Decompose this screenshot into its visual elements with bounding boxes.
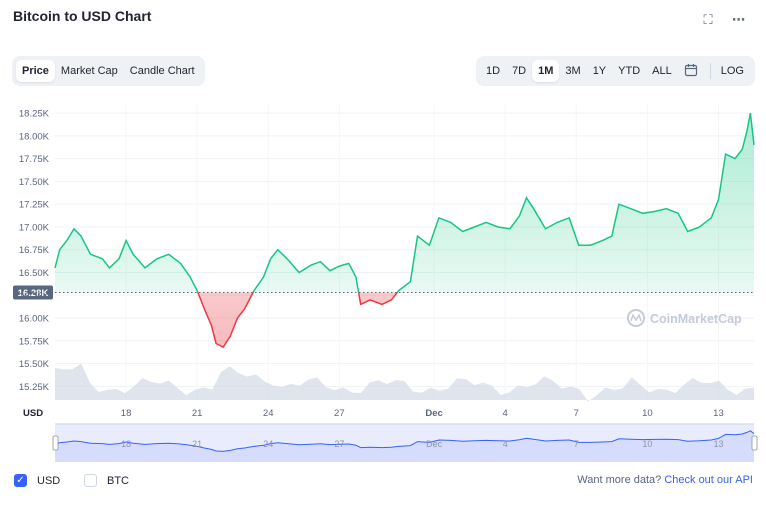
volume-bars bbox=[55, 363, 754, 402]
tab-price[interactable]: Price bbox=[16, 60, 55, 82]
x-tick-label: 7 bbox=[574, 408, 579, 419]
legend-usd[interactable]: ✓ USD bbox=[14, 474, 60, 487]
more-options-icon[interactable]: ⋯ bbox=[732, 12, 746, 27]
navigator-tick-label: 27 bbox=[334, 439, 344, 449]
y-axis: 18.25K 18.00K 17.75K 17.50K 17.25K 17.00K 16.7… bbox=[19, 109, 50, 393]
navigator-tick-label: 4 bbox=[503, 439, 508, 449]
range-3m[interactable]: 3M bbox=[565, 65, 581, 77]
x-tick-label: 21 bbox=[192, 408, 203, 419]
navigator-handle[interactable] bbox=[52, 435, 59, 451]
view-tabs: Price Market Cap Candle Chart bbox=[12, 56, 205, 86]
currency-axis-label: USD bbox=[23, 408, 43, 419]
navigator-tick-label: 18 bbox=[121, 439, 131, 449]
tab-candle-chart[interactable]: Candle Chart bbox=[129, 65, 195, 77]
x-tick-label: 18 bbox=[121, 408, 132, 419]
btc-checkbox[interactable] bbox=[84, 474, 97, 487]
x-tick-label: 4 bbox=[503, 408, 508, 419]
calendar-icon[interactable] bbox=[684, 63, 700, 79]
navigator-handle[interactable] bbox=[751, 435, 758, 451]
range-7d[interactable]: 7D bbox=[512, 65, 527, 77]
navigator-tick-label: 10 bbox=[642, 439, 652, 449]
coinmarketcap-logo-mark bbox=[630, 313, 642, 322]
api-promo: Want more data? Check out our API bbox=[577, 474, 753, 486]
page-title: Bitcoin to USD Chart bbox=[13, 8, 152, 24]
y-tick-label: 17.25K bbox=[19, 200, 50, 211]
y-tick-label: 16.00K bbox=[19, 314, 50, 325]
coinmarketcap-logo-icon bbox=[627, 309, 645, 327]
y-tick-label: 18.25K bbox=[19, 109, 50, 120]
y-tick-label: 16.25K bbox=[19, 291, 50, 302]
price-area bbox=[55, 113, 754, 348]
usd-label: USD bbox=[37, 474, 61, 487]
x-tick-label: 27 bbox=[334, 408, 345, 419]
legend-btc[interactable]: BTC bbox=[84, 474, 129, 487]
y-tick-label: 15.75K bbox=[19, 336, 50, 347]
log-toggle[interactable]: LOG bbox=[720, 65, 744, 77]
y-tick-label: 16.75K bbox=[19, 245, 50, 256]
y-tick-label: 18.00K bbox=[19, 131, 50, 142]
x-tick-label: 24 bbox=[263, 408, 274, 419]
y-tick-label: 16.50K bbox=[19, 268, 50, 279]
navigator-line bbox=[54, 430, 755, 452]
watermark: CoinMarketCap bbox=[627, 309, 742, 327]
range-tabs: 1D 7D 1M 3M 1Y YTD ALL LOG bbox=[476, 56, 755, 86]
reference-label: 16.28K bbox=[18, 288, 49, 299]
watermark-text: CoinMarketCap bbox=[650, 312, 742, 326]
y-tick-label: 17.75K bbox=[19, 154, 50, 165]
tab-market-cap[interactable]: Market Cap bbox=[60, 65, 118, 77]
reference-line: 16.28K bbox=[13, 285, 754, 300]
x-axis: USD 18 21 24 27 Dec 4 7 10 13 bbox=[23, 408, 724, 419]
volume-area bbox=[55, 363, 754, 402]
area-down bbox=[197, 292, 398, 348]
divider bbox=[709, 63, 711, 79]
price-line bbox=[54, 112, 755, 349]
reference-badge bbox=[13, 285, 53, 300]
y-tick-label: 17.00K bbox=[19, 222, 50, 233]
api-promo-text: Want more data? bbox=[577, 474, 662, 486]
area-up bbox=[55, 113, 754, 293]
navigator-tick-label: 7 bbox=[574, 439, 579, 449]
navigator-tick-label: 24 bbox=[263, 439, 273, 449]
price-chart[interactable]: 16.28K 18.25K 18.00K 17.75K 17.50K 17.25K 17.… bbox=[0, 100, 766, 468]
range-1y[interactable]: 1Y bbox=[592, 65, 607, 77]
range-navigator[interactable]: 18 21 24 27 Dec 4 7 10 13 bbox=[52, 423, 758, 462]
range-1d[interactable]: 1D bbox=[486, 65, 501, 77]
range-1m[interactable]: 1M bbox=[532, 60, 560, 82]
navigator-tick-label: 13 bbox=[713, 439, 723, 449]
range-all[interactable]: ALL bbox=[652, 65, 672, 77]
y-tick-label: 15.50K bbox=[19, 359, 50, 370]
btc-label: BTC bbox=[107, 474, 129, 487]
price-line-down bbox=[197, 292, 399, 349]
y-tick-label: 17.50K bbox=[19, 177, 50, 188]
x-tick-label: 10 bbox=[642, 408, 653, 419]
api-link[interactable]: Check out our API bbox=[664, 474, 753, 486]
x-tick-label: Dec bbox=[425, 408, 442, 419]
navigator-tick-label: 21 bbox=[192, 439, 202, 449]
fullscreen-icon[interactable]: ⛶ bbox=[703, 12, 713, 27]
y-tick-label: 15.25K bbox=[19, 382, 50, 393]
x-tick-label: 13 bbox=[713, 408, 724, 419]
range-ytd[interactable]: YTD bbox=[618, 65, 641, 77]
usd-checkbox[interactable]: ✓ bbox=[14, 474, 27, 487]
price-line-up bbox=[54, 112, 755, 293]
navigator-tick-label: Dec bbox=[426, 439, 443, 449]
